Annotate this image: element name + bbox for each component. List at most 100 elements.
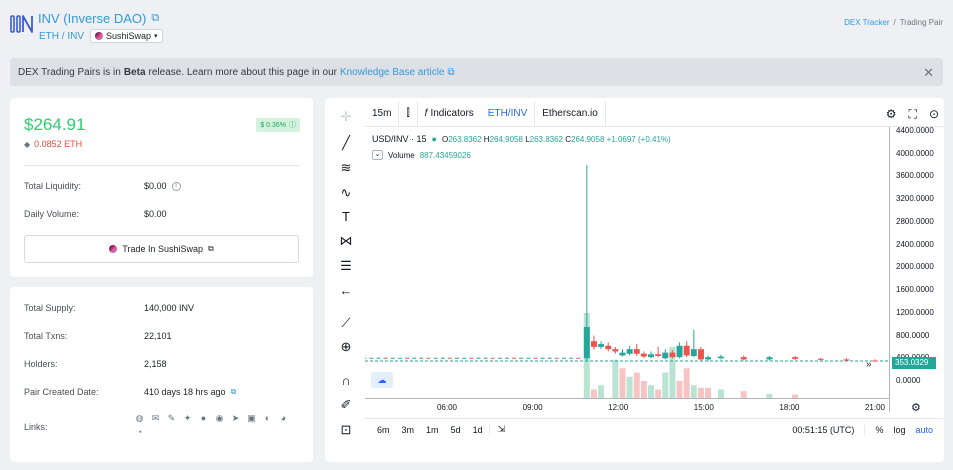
fullscreen-icon[interactable]: ⛶ — [908, 106, 917, 121]
reddit-icon[interactable]: ◉ — [215, 413, 224, 423]
external-link-icon[interactable]: ⧉ — [230, 387, 237, 396]
legend-close: 264.9058 — [571, 134, 605, 144]
candle-body — [633, 349, 640, 354]
volume-legend: ⌄ Volume 887.43459026 — [372, 150, 471, 160]
trade-button-label: Trade In SushiSwap — [122, 244, 203, 254]
prediction-tool-icon[interactable]: ☰ — [340, 258, 352, 273]
etherscan-link[interactable]: Etherscan.io — [535, 100, 606, 127]
utc-time[interactable]: 00:51:15 (UTC) — [792, 425, 855, 435]
info-icon[interactable]: i — [171, 181, 181, 191]
text-tool-icon[interactable]: T — [342, 209, 350, 224]
eth-inv-link[interactable]: ETH/INV — [481, 100, 536, 127]
coinmarketcap-icon[interactable]: ◔ — [136, 427, 143, 437]
crosshair-icon[interactable]: ✛ — [340, 109, 352, 124]
settings-icon[interactable]: ⚙ — [885, 107, 897, 121]
ruler-icon[interactable]: ⟋ — [341, 315, 351, 330]
magnet-icon[interactable]: ∩ — [341, 373, 351, 388]
y-tick-label: 3200.0000 — [896, 194, 934, 204]
back-arrow-icon[interactable]: ← — [339, 283, 353, 298]
range-1d[interactable]: 1d — [472, 424, 483, 435]
range-1m[interactable]: 1m — [426, 424, 439, 435]
breadcrumb-dex-tracker[interactable]: DEX Tracker — [844, 18, 890, 27]
y-tick-label: 3600.0000 — [896, 171, 934, 181]
trade-in-sushiswap-button[interactable]: Trade In SushiSwap ⧉ — [24, 235, 299, 263]
price-plot[interactable] — [365, 127, 889, 398]
percent-scale-toggle[interactable]: % — [864, 425, 883, 435]
candle-body — [655, 354, 662, 356]
dex-select[interactable]: SushiSwap ▾ — [90, 29, 163, 43]
candle-body — [640, 353, 647, 357]
close-icon[interactable]: ✕ — [923, 65, 934, 80]
volume-bar — [640, 381, 647, 398]
lock-drawing-icon[interactable]: ✐ — [340, 397, 352, 412]
fib-tool-icon[interactable]: ≋ — [340, 160, 352, 175]
pattern-tool-icon[interactable]: ⋈ — [339, 233, 353, 248]
drawing-toolbar: ✛ ╱ ≋ ∿ T ⋈ ☰ ← ⟋ ⊕ ∩ ✐ ⊡ — [335, 104, 357, 444]
beta-alert: DEX Trading Pairs is in Beta release. Le… — [10, 58, 943, 86]
volume-bar — [669, 347, 676, 398]
x-tick-label: 09:00 — [522, 403, 543, 412]
total-supply-value: 140,000 INV — [144, 303, 195, 313]
axis-settings-icon[interactable]: ⚙ — [911, 402, 921, 414]
range-6m[interactable]: 6m — [377, 424, 390, 435]
legend-low: 263.8362 — [529, 134, 564, 144]
price-axis[interactable]: 4400.0000 4000.0000 3600.0000 3200.0000 2800… — [889, 125, 944, 412]
coingecko-icon[interactable]: ◕ — [280, 413, 287, 423]
daily-volume-value: $0.00 — [144, 209, 167, 219]
email-icon[interactable]: ✉ — [151, 413, 160, 423]
external-link-icon[interactable]: ⧉ — [151, 12, 160, 24]
date-range-icon[interactable]: ⇲ — [488, 424, 512, 435]
legend-dot-icon: ● — [431, 134, 437, 144]
x-tick-label: 06:00 — [436, 403, 458, 412]
camera-icon[interactable]: ⊙ — [928, 107, 939, 121]
candle-body — [612, 349, 619, 352]
auto-scale-toggle[interactable]: auto — [915, 425, 933, 435]
volume-bar — [676, 381, 683, 398]
indicators-button[interactable]: f Indicators — [418, 101, 481, 127]
collapse-legend-icon[interactable]: ⌄ — [372, 150, 383, 160]
pen-icon[interactable]: ✎ — [167, 413, 176, 423]
lock-icon[interactable]: ⊡ — [340, 422, 352, 437]
candle-body — [690, 349, 697, 356]
knowledge-base-link[interactable]: Knowledge Base article — [339, 66, 445, 78]
github-icon[interactable]: ● — [200, 413, 207, 423]
candle-body — [705, 357, 712, 360]
y-tick-label: 4400.0000 — [896, 125, 934, 135]
medium-icon[interactable]: ◐ — [264, 413, 271, 423]
holders-value[interactable]: 2,158 — [144, 359, 167, 369]
candle-body — [669, 352, 676, 358]
pair-created-value: 410 days 18 hrs ago ⧉ — [144, 387, 236, 397]
volume-label: Volume — [388, 150, 415, 160]
legend-high: 264.9058 — [489, 134, 523, 144]
scroll-to-realtime-icon[interactable]: » — [866, 359, 872, 370]
legend-change: +1.0697 (+0.41%) — [606, 134, 671, 144]
log-scale-toggle[interactable]: log — [893, 425, 906, 435]
candle-body — [792, 357, 799, 359]
info-icon[interactable]: ⓘ — [289, 122, 296, 129]
chart-top-toolbar: 15m ⫿ f Indicators ETH/INV Etherscan.io … — [365, 100, 943, 127]
discord-icon[interactable]: ▣ — [247, 413, 256, 423]
twitter-icon[interactable]: ✦ — [183, 413, 192, 423]
range-3m[interactable]: 3m — [401, 424, 415, 435]
y-tick-label: 2800.0000 — [896, 216, 934, 226]
trend-line-icon[interactable]: ╱ — [342, 135, 350, 150]
legend-open: 263.8362 — [448, 134, 482, 144]
pair-title[interactable]: INV (Inverse DAO) ⧉ — [38, 11, 159, 26]
brush-icon[interactable]: ∿ — [340, 185, 352, 200]
total-liquidity-amount: $0.00 — [144, 181, 167, 191]
price-eth-value: 0.0852 ETH — [34, 139, 83, 149]
cloud-icon[interactable]: ☁ — [371, 372, 393, 388]
zoom-in-icon[interactable]: ⊕ — [340, 339, 352, 354]
candle-body — [740, 357, 747, 360]
indicators-label: Indicators — [430, 108, 474, 119]
chart-type-button[interactable]: ⫿ — [399, 100, 418, 127]
telegram-icon[interactable]: ➤ — [231, 413, 240, 423]
range-5d[interactable]: 5d — [450, 424, 461, 435]
globe-icon[interactable]: ◍ — [135, 413, 144, 423]
time-axis[interactable]: 06:00 09:00 12:00 15:00 18:00 21:00 — [365, 398, 889, 414]
dex-select-value: SushiSwap — [106, 31, 152, 41]
candle-body — [583, 327, 590, 359]
external-link-icon[interactable]: ⧉ — [447, 66, 455, 78]
interval-select[interactable]: 15m — [365, 100, 400, 127]
pair-path[interactable]: ETH / INV — [39, 30, 85, 42]
